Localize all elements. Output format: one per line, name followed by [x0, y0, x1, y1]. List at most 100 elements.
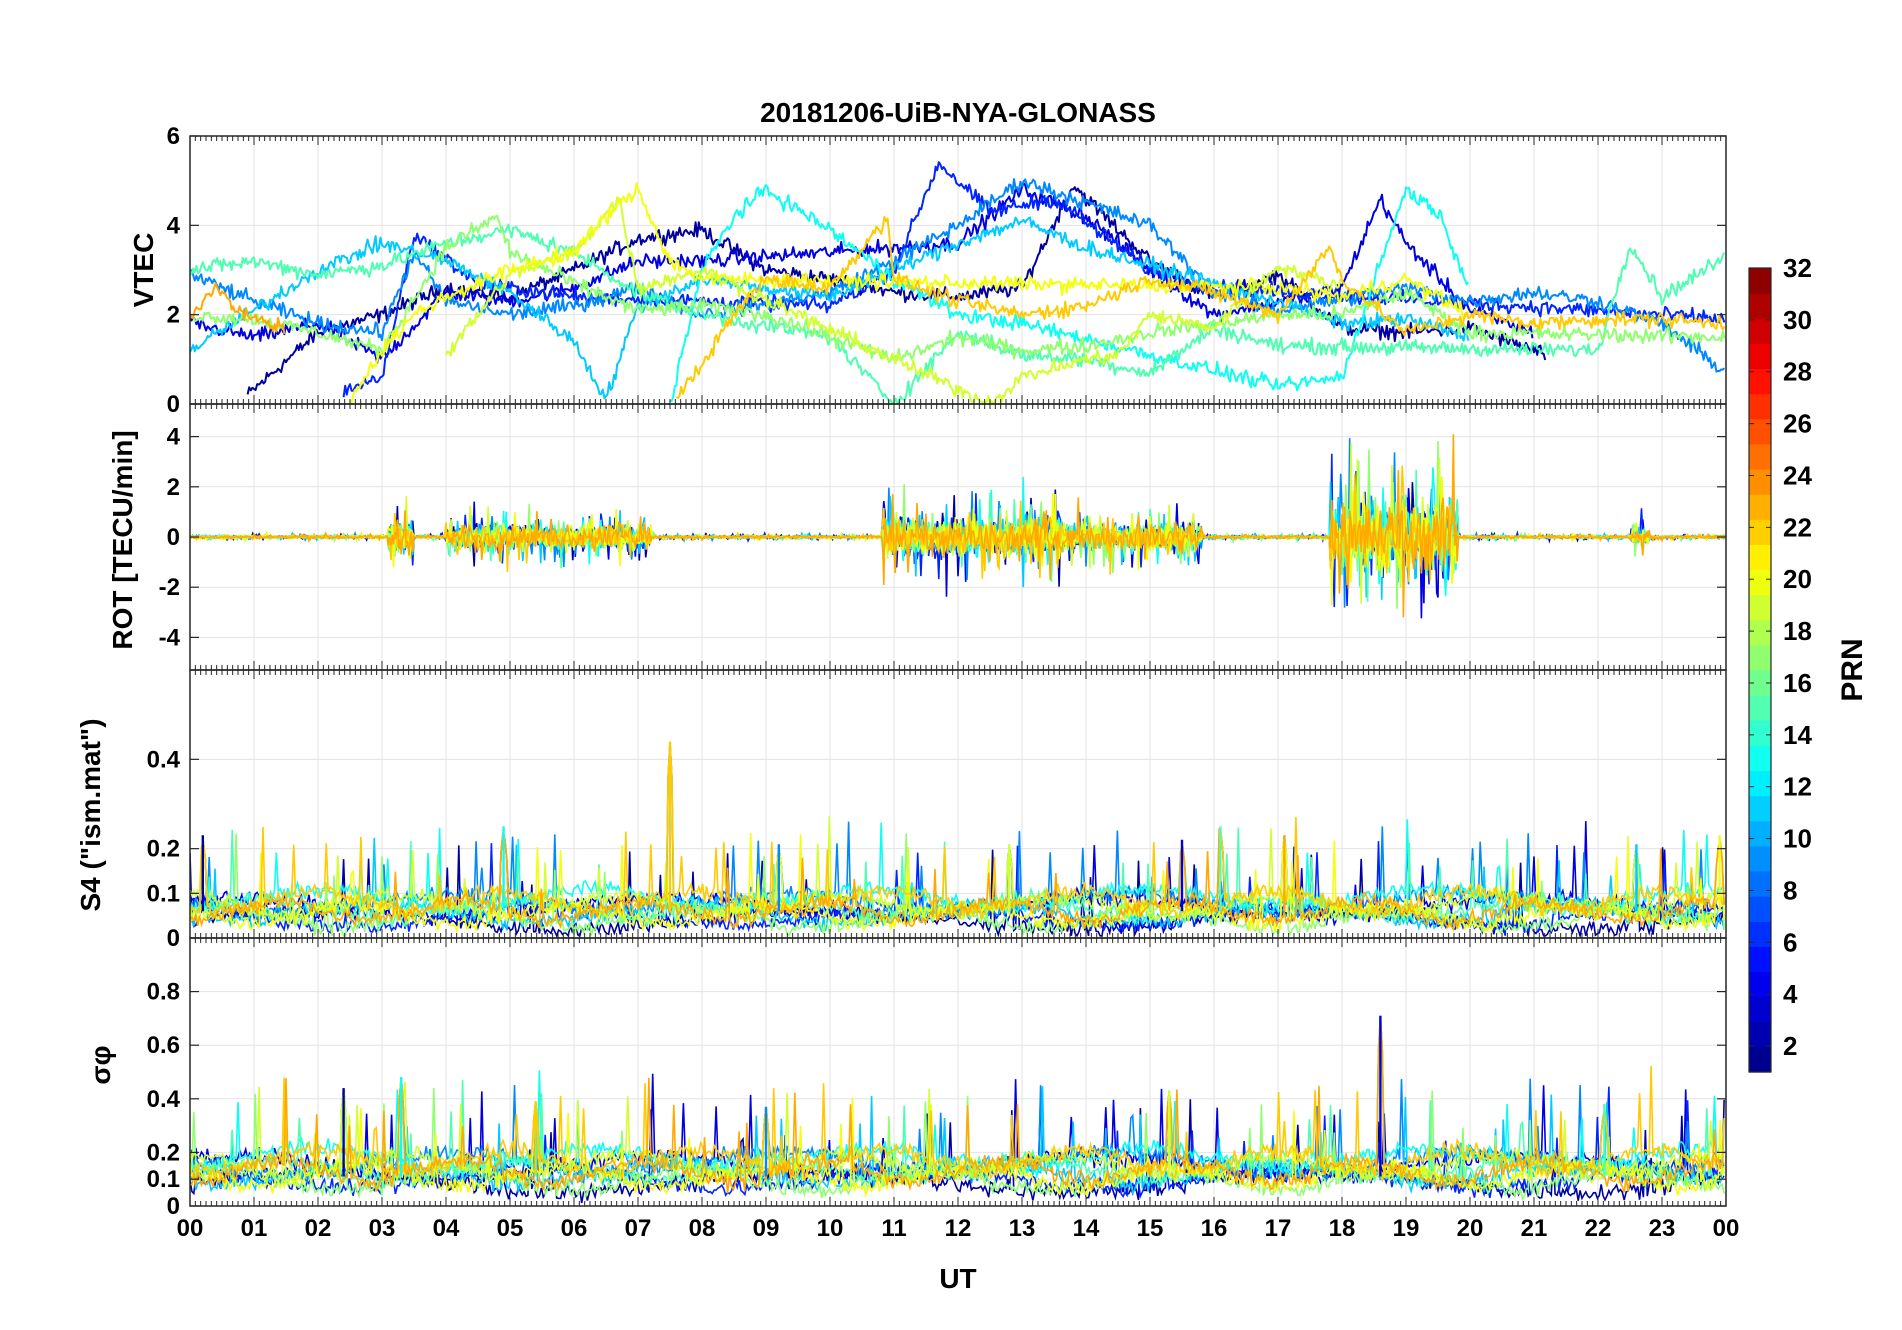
x-tick-label: 10 [817, 1215, 844, 1242]
y-tick-label: 0.2 [147, 836, 180, 863]
colorbar-tick-label: 26 [1783, 409, 1812, 439]
colorbar-frame [1748, 267, 1772, 1073]
y-axis-label-rot: ROT [TECU/min] [107, 430, 138, 649]
colorbar-label: PRN [1836, 638, 1869, 701]
colorbar-tick-label: 14 [1783, 720, 1812, 750]
colorbar-segment [1749, 418, 1771, 445]
colorbar-segment [1749, 469, 1771, 495]
colorbar-segment [1749, 393, 1771, 420]
x-tick-label: 23 [1649, 1215, 1676, 1242]
colorbar-segment [1749, 971, 1771, 998]
series-line-prn-13 [669, 184, 1470, 403]
colorbar-segment [1749, 845, 1771, 872]
series-line-prn-19 [190, 816, 1725, 924]
panel-rot-data [190, 434, 1726, 619]
x-tick-label: 01 [241, 1215, 268, 1242]
y-tick-label: 0 [167, 524, 180, 551]
colorbar-segment [1749, 569, 1771, 596]
series-line-prn-23 [190, 282, 286, 335]
series-line-prn-20 [349, 182, 1470, 404]
series-line-prn-2 [246, 186, 1547, 395]
y-tick-label: 0.2 [147, 1139, 180, 1166]
y-tick-label: 0.6 [147, 1032, 180, 1059]
colorbar-tick-label: 2 [1783, 1031, 1797, 1061]
colorbar-segment [1749, 896, 1771, 922]
colorbar-segment [1749, 670, 1771, 696]
series-line-prn-22 [190, 741, 1725, 921]
x-tick-label: 20 [1457, 1215, 1484, 1242]
y-tick-label: 0.1 [147, 880, 180, 907]
colorbar-segment [1749, 946, 1771, 973]
x-tick-label: 11 [881, 1215, 906, 1242]
series-line-prn-23 [190, 828, 1725, 932]
x-axis: 00 01 02 03 04 05 06 07 08 09 10 11 12 13 14 15 16 17 18 19… [177, 1215, 1740, 1242]
x-tick-label: 13 [1009, 1215, 1036, 1242]
series-line-prn-22 [675, 215, 1726, 399]
panel-sigma_phi-data [190, 1015, 1725, 1204]
colorbar-tick-label: 32 [1783, 253, 1812, 283]
y-tick-label: 6 [167, 123, 180, 150]
x-tick-label: 00 [1713, 1215, 1740, 1242]
y-tick-label: 4 [167, 424, 181, 451]
y-tick-label: 4 [167, 212, 181, 239]
panel-rot: -4 -2 0 2 4 ROT [TECU/min] [107, 403, 1727, 671]
x-tick-label: 12 [945, 1215, 972, 1242]
colorbar-tick-label: 12 [1783, 772, 1812, 802]
series-line-prn-20 [190, 832, 1725, 935]
x-tick-label: 15 [1137, 1215, 1164, 1242]
x-tick-label: 02 [305, 1215, 332, 1242]
colorbar-segment [1749, 1021, 1771, 1048]
chart-title: 20181206-UiB-NYA-GLONASS [760, 97, 1156, 128]
colorbar-tick-label: 30 [1783, 305, 1812, 335]
x-tick-label: 14 [1073, 1215, 1100, 1242]
y-tick-label: 2 [167, 302, 180, 329]
y-axis-label-sigma_phi: σφ [85, 1045, 116, 1084]
series-line-prn-23 [190, 1015, 1725, 1194]
colorbar-segment [1749, 795, 1771, 822]
y-tick-label: 0.8 [147, 979, 180, 1006]
colorbar-segment [1749, 745, 1771, 772]
x-tick-label: 04 [433, 1215, 460, 1242]
y-tick-label: 0 [167, 925, 180, 952]
x-tick-label: 17 [1265, 1215, 1292, 1242]
colorbar-segment [1749, 871, 1771, 897]
x-axis-label: UT [939, 1263, 976, 1294]
x-tick-label: 09 [753, 1215, 780, 1242]
colorbar-segment [1749, 720, 1771, 746]
colorbar-segment [1749, 293, 1771, 319]
colorbar-tick-label: 20 [1783, 564, 1812, 594]
x-tick-label: 16 [1201, 1215, 1228, 1242]
y-tick-label: -2 [159, 574, 180, 601]
colorbar-segment [1749, 619, 1771, 646]
y-tick-label: 0.4 [147, 1086, 181, 1113]
colorbar-tick-label: 24 [1783, 460, 1812, 490]
colorbar-tick-label: 28 [1783, 357, 1812, 387]
y-tick-label: 0.1 [147, 1166, 180, 1193]
colorbar-segment [1749, 770, 1771, 797]
colorbar-segment [1749, 443, 1771, 470]
colorbar-segment [1749, 519, 1771, 545]
x-tick-label: 00 [177, 1215, 204, 1242]
x-tick-label: 21 [1521, 1215, 1548, 1242]
y-axis-label-s4: S4 ("ism.mat") [75, 718, 106, 911]
y-axis-label-vtec: VTEC [128, 233, 159, 308]
y-tick-label: 0 [167, 391, 180, 418]
panel-sigma_phi: 00.10.2 0.4 0.6 0.8 σφ [85, 937, 1727, 1220]
x-tick-label: 06 [561, 1215, 588, 1242]
x-tick-label: 19 [1393, 1215, 1420, 1242]
colorbar-segment [1749, 996, 1771, 1023]
panel-vtec-data [190, 161, 1726, 404]
series-line-prn-23 [190, 434, 1726, 618]
y-tick-label: 0.4 [147, 746, 181, 773]
x-tick-label: 05 [497, 1215, 524, 1242]
colorbar-segment [1749, 644, 1771, 671]
colorbar-tick-label: 18 [1783, 616, 1812, 646]
series-line-prn-17 [190, 215, 1726, 364]
y-tick-label: -4 [159, 624, 181, 651]
colorbar-segment [1749, 1046, 1771, 1073]
colorbar-segment [1749, 820, 1771, 847]
x-tick-label: 22 [1585, 1215, 1612, 1242]
